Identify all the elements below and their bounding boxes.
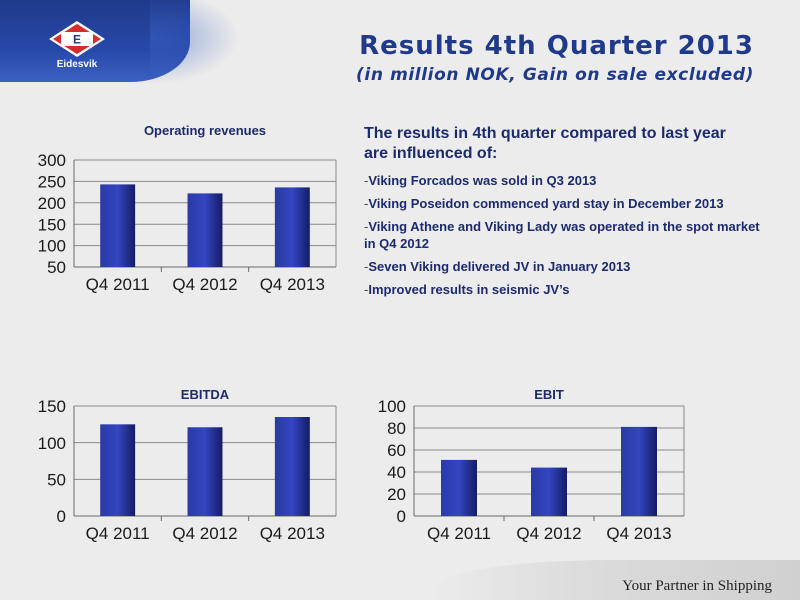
ebit-svg: EBIT 0 20 40 60 80 100 Q4 2011 Q4 2012 Q4 2013 [378,387,685,543]
chart-title: EBITDA [181,387,230,402]
footer-band [430,560,800,600]
commentary-bullet: -Viking Athene and Viking Lady was opera… [364,219,760,251]
y-tick-label: 40 [387,463,406,482]
commentary-bullet: -Improved results in seismic JV’s [364,282,570,297]
bar [531,467,567,516]
results-commentary: The results in 4th quarter compared to l… [364,124,774,304]
bar [100,424,136,516]
y-tick-label: 100 [38,434,66,453]
chart-title: Operating revenues [144,123,266,138]
x-tick-label: Q4 2013 [260,524,325,543]
bar [441,459,477,516]
y-tick-label: 80 [387,419,406,438]
y-tick-label: 150 [38,215,66,234]
commentary-bullet: -Viking Forcados was sold in Q3 2013 [364,173,597,188]
x-tick-label: Q4 2011 [86,275,150,294]
x-tick-label: Q4 2013 [606,524,671,543]
y-tick-label: 100 [38,237,66,256]
bullet-text: Viking Athene and Viking Lady was operat… [364,219,760,251]
y-tick-label: 300 [38,151,66,170]
slide-title: Results 4th Quarter 2013 [359,31,754,61]
y-tick-label: 250 [38,173,66,192]
bar [274,187,310,267]
y-tick-label: 0 [57,507,66,526]
bar [187,193,223,267]
logo-name: Eidesvik [56,59,98,70]
y-tick-label: 100 [378,397,406,416]
bar [187,427,223,516]
y-tick-label: 20 [387,485,406,504]
logo-band: E Eidesvik [0,0,240,85]
y-tick-label: 0 [397,507,406,526]
chart-title: EBIT [534,387,564,402]
operating-revenues-svg: Operating revenues 50 100 150 200 250 300 Q4 20… [38,123,337,294]
x-tick-label: Q4 2012 [172,275,237,294]
bullet-text: Viking Poseidon commenced yard stay in D… [368,196,724,211]
ebit-chart: EBIT 0 20 40 60 80 100 Q4 2011 Q4 2012 Q4 2013 [370,384,690,554]
tagline: Your Partner in Shipping [622,578,772,594]
x-tick-label: Q4 2011 [427,524,491,543]
commentary-heading: The results in 4th quarter compared to l… [364,125,726,162]
commentary-bullet: -Seven Viking delivered JV in January 20… [364,259,631,274]
y-tick-label: 200 [38,194,66,213]
bullet-text: Viking Forcados was sold in Q3 2013 [368,173,597,188]
bar [100,184,136,267]
eidesvik-logo-icon: E [49,21,105,57]
operating-revenues-chart: Operating revenues 50 100 150 200 250 300 Q4 20… [30,118,350,308]
ebitda-svg: EBITDA 0 50 100 150 Q4 2011 Q4 2012 Q4 2013 [38,387,337,543]
commentary-bullet: -Viking Poseidon commenced yard stay in … [364,196,724,211]
slide-subtitle: (in million NOK, Gain on sale excluded) [356,65,754,85]
ebitda-chart: EBITDA 0 50 100 150 Q4 2011 Q4 2012 Q4 2013 [30,384,350,554]
logo-mark-letter: E [73,33,81,47]
y-tick-label: 60 [387,441,406,460]
x-tick-label: Q4 2012 [172,524,237,543]
bar [274,417,310,516]
y-tick-label: 50 [47,470,66,489]
x-tick-label: Q4 2011 [86,524,150,543]
bullet-text: Improved results in seismic JV’s [368,282,570,297]
bullet-text: Seven Viking delivered JV in January 201… [368,259,631,274]
y-tick-label: 50 [47,258,66,277]
bar [621,426,657,516]
y-tick-label: 150 [38,397,66,416]
x-tick-label: Q4 2013 [260,275,325,294]
x-tick-label: Q4 2012 [516,524,581,543]
